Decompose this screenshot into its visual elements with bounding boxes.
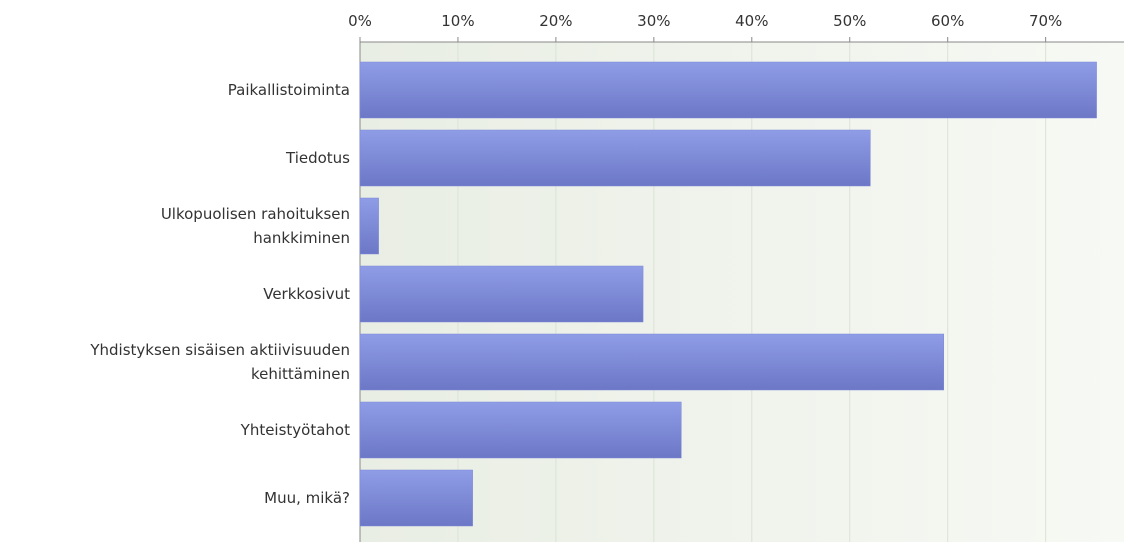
x-tick-label: 70%	[1029, 12, 1062, 30]
category-label: Paikallistoiminta	[227, 81, 350, 99]
bar	[359, 197, 379, 255]
x-tick-label: 50%	[833, 12, 866, 30]
x-tick-label: 30%	[637, 12, 670, 30]
x-tick-label: 40%	[735, 12, 768, 30]
bar	[359, 401, 682, 459]
category-label: Tiedotus	[286, 149, 350, 167]
category-label: Muu, mikä?	[264, 489, 350, 507]
x-tick-label: 10%	[441, 12, 474, 30]
x-tick-label: 20%	[539, 12, 572, 30]
x-tick-label: 60%	[931, 12, 964, 30]
bar	[359, 333, 945, 391]
category-label: Verkkosivut	[263, 285, 350, 303]
bar	[359, 61, 1097, 119]
x-tick-label: 0%	[348, 12, 372, 30]
category-label: Yhteistyötahot	[240, 421, 350, 439]
bar	[359, 265, 644, 323]
bar	[359, 129, 871, 187]
bar	[359, 469, 473, 527]
category-label: Yhdistyksen sisäisen aktiivisuuden kehit…	[90, 341, 350, 383]
category-label: Ulkopuolisen rahoituksen hankkiminen	[160, 205, 350, 247]
